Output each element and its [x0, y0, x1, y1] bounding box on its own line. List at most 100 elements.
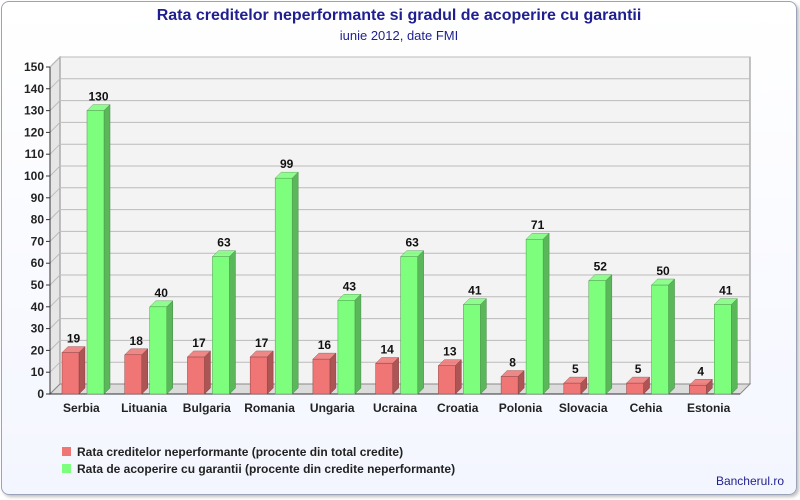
bars: 19 130 18 40 17 63 17 99 16 43 14 63 13 41 8 71 5 52 5 50 4 4…: [61, 90, 738, 395]
bar-top: [312, 352, 337, 360]
bar-front: [124, 354, 142, 395]
series-2-bar: [462, 298, 487, 395]
y-tick-label: 110: [25, 147, 45, 161]
x-tick-label: Lituania: [121, 401, 167, 415]
grid-line-side: [49, 78, 61, 90]
bar-front: [337, 300, 356, 395]
data-label: 14: [380, 342, 394, 356]
y-tick-label: 150: [24, 60, 44, 74]
bar-top: [400, 250, 425, 257]
bar-top: [625, 376, 651, 384]
bar-front: [563, 382, 582, 395]
x-tick-label: Romania: [244, 401, 295, 415]
y-tick-label: 60: [31, 256, 45, 270]
data-label: 17: [255, 336, 269, 350]
bar-front: [400, 256, 418, 395]
grid-line-side: [49, 231, 61, 242]
bar-side: [480, 298, 487, 395]
bar-front: [651, 284, 669, 395]
bar-front: [626, 382, 644, 395]
x-tick-label: Estonia: [687, 401, 731, 415]
data-label: 71: [531, 218, 545, 232]
grid-line-side: [49, 56, 61, 68]
bar-side: [668, 278, 675, 395]
grid-line-side: [49, 296, 61, 308]
y-tick-label: 140: [24, 82, 44, 96]
data-label: 63: [405, 236, 419, 250]
bar-front: [463, 304, 481, 395]
bar-top: [274, 171, 299, 179]
y-tick-label: 120: [24, 125, 44, 139]
series-2-bar: [149, 300, 174, 395]
data-label: 41: [719, 284, 733, 298]
bar-top: [688, 379, 713, 386]
series-2-bar: [211, 250, 237, 395]
bar-side: [417, 250, 424, 395]
series-1-bar: [563, 376, 588, 395]
bar-top: [124, 348, 149, 356]
y-tick-label: 90: [31, 191, 45, 205]
series-1-bar: [500, 369, 525, 395]
plot-side-wall: [49, 55, 61, 396]
data-label: 43: [343, 279, 357, 293]
bar-side: [78, 345, 86, 395]
grid-line-side: [49, 318, 61, 329]
bar-top: [563, 376, 588, 384]
data-label: 5: [572, 362, 579, 376]
grid-line-side: [49, 143, 61, 155]
x-tick-label: Croatia: [437, 401, 479, 415]
bar-front: [689, 385, 707, 395]
bar-front: [588, 280, 607, 395]
bar-top: [86, 104, 111, 111]
grid-line-side: [49, 361, 61, 373]
bar-top: [149, 300, 174, 308]
series-1-bar: [437, 359, 462, 395]
legend-swatch-red: [62, 447, 71, 456]
data-label: 17: [192, 336, 206, 350]
bar-side: [229, 250, 236, 395]
bar-side: [392, 356, 399, 395]
x-tick-label: Ungaria: [310, 401, 355, 415]
series-2-bar: [713, 298, 738, 395]
data-label: 5: [635, 362, 642, 376]
data-label: 52: [594, 260, 608, 274]
grid-line-side: [49, 187, 61, 199]
y-tick-label: 40: [31, 300, 45, 314]
bar-front: [249, 356, 268, 395]
bar-front: [149, 306, 167, 395]
data-label: 4: [697, 364, 704, 378]
data-label: 13: [443, 345, 457, 359]
y-tick-label: 10: [31, 365, 45, 379]
data-label: 130: [88, 90, 108, 104]
bar-side: [166, 300, 173, 395]
data-label: 99: [280, 157, 294, 171]
series-2-bar: [588, 274, 613, 395]
bar-front: [375, 363, 393, 395]
bar-chart: 0 10 20 30 40 50 60 70 80 90 100 110 120 130 140 150 19…: [24, 55, 752, 415]
bar-side: [141, 348, 148, 395]
grid-line-side: [49, 340, 61, 351]
y-tick-label: 50: [31, 278, 45, 292]
bar-top: [713, 298, 738, 305]
y-tick-label: 20: [31, 343, 45, 357]
bar-side: [329, 352, 337, 395]
y-tick-label: 70: [31, 234, 45, 248]
series-2-bar: [86, 103, 111, 395]
data-label: 40: [155, 286, 169, 300]
bar-front: [438, 365, 456, 395]
y-axis: 0 10 20 30 40 50 60 70 80 90 100 110 120 130 140 150: [24, 60, 740, 401]
series-1-bar: [249, 350, 274, 395]
series-2-bar: [274, 171, 299, 395]
data-label: 63: [217, 236, 231, 250]
series-1-bar: [312, 352, 337, 395]
series-2-bar: [400, 250, 425, 395]
bar-front: [187, 356, 205, 395]
bar-top: [375, 357, 400, 364]
bar-side: [542, 232, 550, 395]
bar-side: [354, 293, 362, 395]
data-label: 41: [468, 284, 482, 298]
legend-swatch-green: [62, 464, 71, 473]
series-1-bar: [186, 350, 212, 395]
grid-line-side: [49, 122, 61, 133]
